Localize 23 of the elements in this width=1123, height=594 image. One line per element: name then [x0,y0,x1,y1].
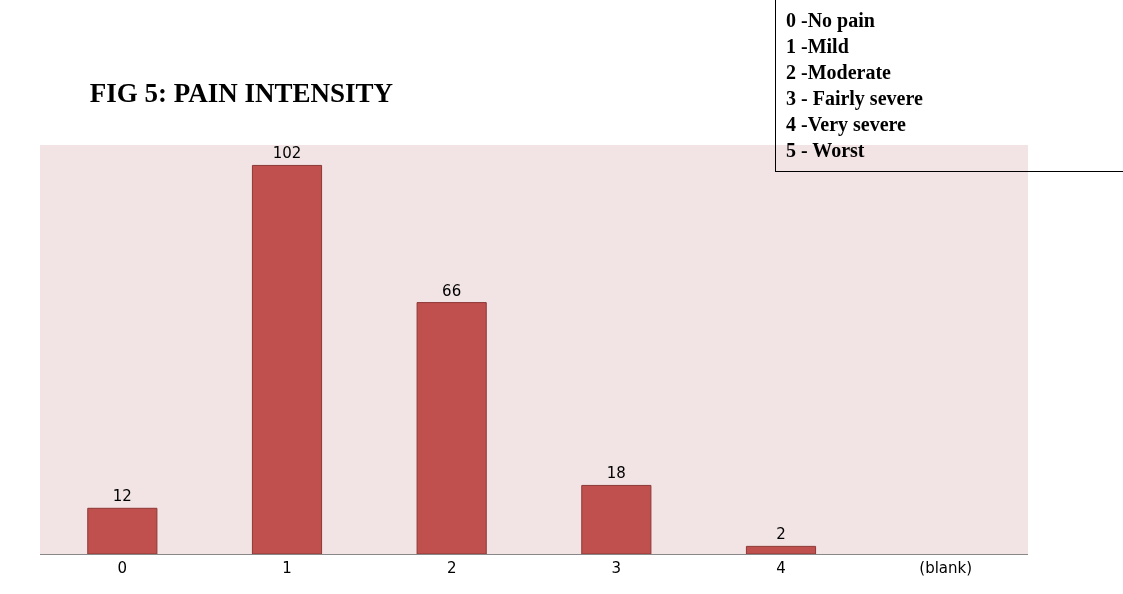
chart-title: FIG 5: PAIN INTENSITY [89,78,394,109]
data-label: 12 [112,487,132,506]
x-tick-label: 1 [282,559,292,577]
bar [581,484,652,554]
x-tick-label: 2 [446,559,457,577]
x-tick-label: 3 [611,559,622,577]
x-tick-label: 4 [776,559,786,577]
text: 2 -Moderate [786,61,892,83]
text: 0 -No pain [786,9,875,32]
bar [745,545,817,554]
text: 1 -Mild [786,35,849,57]
data-label: 102 [272,144,302,163]
x-tick-label: 0 [117,559,128,577]
data-label: 18 [606,464,626,483]
text: 4 -Very severe [786,113,907,136]
bar [87,507,158,554]
text: 5 - Worst [786,139,865,161]
text: 3 - Fairly severe [786,87,923,110]
x-tick-label: (blank) [919,559,973,577]
bar [416,302,487,554]
data-label: 66 [442,281,462,300]
bar [251,164,323,554]
data-label: 2 [776,525,786,544]
